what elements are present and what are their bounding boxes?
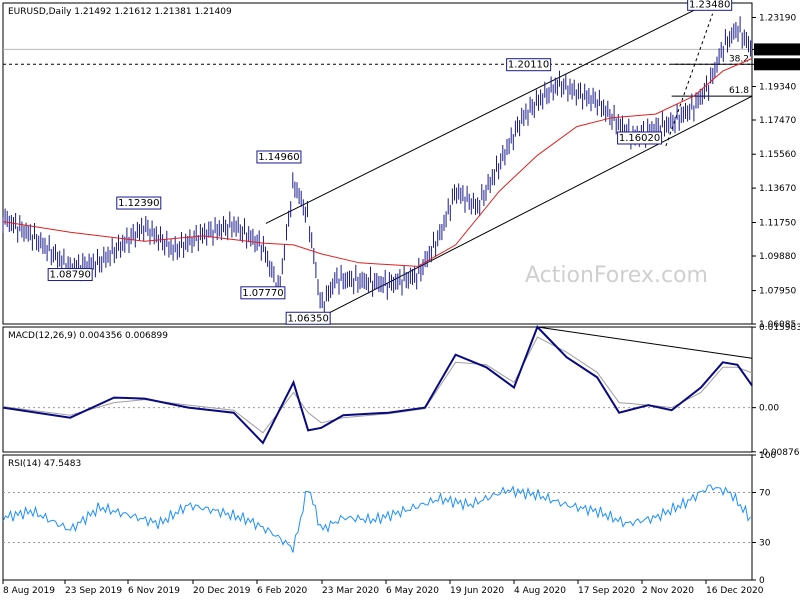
annotation-label-2: 1.07770 [242,288,283,299]
macd-ytick-label-1: 0.00 [759,404,779,414]
rsi-title: RSI(14) 47.5483 [8,459,81,469]
annotation-box-3 [256,150,302,164]
xtick-label-0: 8 Aug 2019 [3,586,55,596]
xtick-label-2: 6 Nov 2019 [128,586,180,596]
macd-trend-line [537,326,753,359]
xtick-label-10: 2 Nov 2020 [642,586,694,596]
price-tag-2: 1.20580 [757,60,794,70]
panel-frame-0 [2,2,753,325]
macd-ytick-label-2: -0.008762 [759,448,800,458]
channel-upper [265,0,716,224]
annotation-box-7 [687,0,733,11]
watermark: ActionForex.com [525,263,708,288]
rsi-ytick-label-2: 30 [759,539,771,549]
price-ytick-label-7: 1.11750 [759,218,796,228]
annotation-box-1 [116,196,162,210]
xtick-label-3: 20 Dec 2019 [193,586,251,596]
rsi-ytick-label-3: 0 [759,576,765,586]
xtick-label-5: 23 Mar 2020 [322,586,379,596]
annotation-box-6 [617,131,663,145]
rsi-ytick-label-1: 70 [759,489,771,499]
xtick-label-9: 17 Sep 2020 [578,586,635,596]
xtick-label-1: 23 Sep 2019 [65,586,122,596]
price-ytick-label-0: 1.23190 [759,14,796,24]
xtick-label-7: 19 Jun 2020 [450,586,504,596]
annotation-box-4 [285,311,331,325]
annotation-label-6: 1.16020 [619,133,660,144]
price-ytick-label-3: 1.19340 [759,82,796,92]
annotation-label-1: 1.12390 [118,198,159,209]
macd-signal-line [2,336,753,434]
panel-frame-1 [2,326,753,453]
price-ytick-label-10: 1.06085 [759,320,796,330]
xtick-label-8: 4 Aug 2020 [514,586,566,596]
xtick-label-6: 6 May 2020 [386,586,439,596]
annotation-label-5: 1.20110 [508,60,549,71]
price-title: EURUSD,Daily 1.21492 1.21612 1.21381 1.2… [8,7,232,17]
fib-label-382: 38.2 [729,54,749,64]
price-tag-bg-2 [754,58,800,71]
rsi-ytick-label-0: 100 [759,451,776,461]
annotation-label-7: 1.23480 [689,0,730,10]
price-ytick-label-8: 1.09880 [759,252,796,262]
price-ytick-label-9: 1.07950 [759,287,796,297]
annotation-box-2 [240,286,286,300]
price-tag-bg-1 [754,43,800,56]
macd-title: MACD(12,26,9) 0.004356 0.006899 [8,331,168,341]
price-ytick-label-5: 1.15560 [759,150,796,160]
macd-ytick-label-0: 0.015983 [759,323,800,333]
annotation-box-0 [47,268,93,282]
price-tag-1: 1.21409 [757,45,794,55]
annotation-box-5 [506,58,552,72]
rsi-line [2,484,751,553]
price-ytick-label-6: 1.13670 [759,184,796,194]
panel-frame-2 [2,454,753,581]
xtick-label-11: 16 Dec 2020 [706,586,764,596]
channel-lower [307,95,753,325]
trend-dashed [665,13,714,147]
xtick-label-4: 6 Feb 2020 [257,586,308,596]
ma-line [2,58,753,267]
annotation-label-4: 1.06350 [287,313,328,324]
macd-line [2,325,753,445]
fib-label-618: 61.8 [729,86,749,96]
annotation-label-0: 1.08790 [49,270,90,281]
annotation-label-3: 1.14960 [258,152,299,163]
price-ytick-label-4: 1.17470 [759,116,796,126]
